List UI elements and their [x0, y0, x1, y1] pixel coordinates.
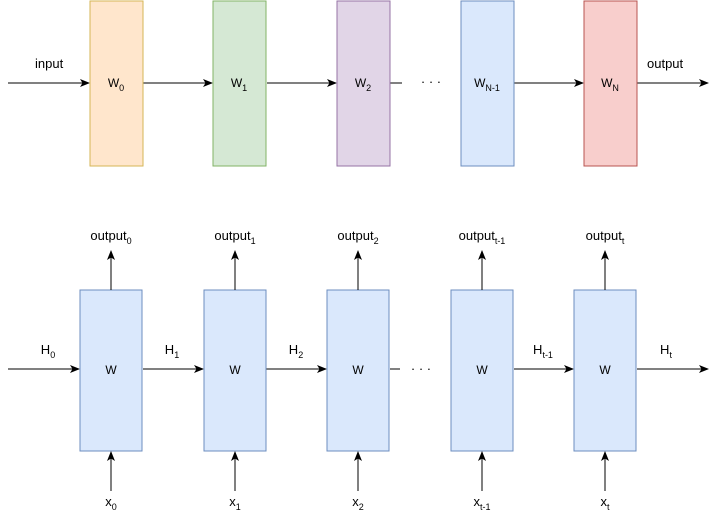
cell-weight-label: W — [105, 363, 117, 377]
layer-rect — [336, 0, 391, 167]
layer-rect — [460, 0, 515, 167]
layer-ellipsis: · · · — [421, 74, 441, 89]
feedforward-diagram: input output · · · W0 W1 W2 WN-1 WN — [8, 0, 709, 167]
cell-rect — [79, 289, 143, 452]
output-label: output — [647, 56, 684, 71]
layer-label: W1 — [231, 76, 247, 93]
layer-block-0: W0 — [89, 0, 144, 167]
layer-rect — [212, 0, 267, 167]
layer-rect — [89, 0, 144, 167]
layer-label: W2 — [355, 76, 371, 93]
layer-label: WN-1 — [474, 76, 500, 93]
cell-input-label: xt-1 — [473, 494, 490, 512]
cell-input-label: x0 — [105, 494, 117, 512]
layer-rect — [583, 0, 638, 167]
cell-output-label: outputt — [586, 228, 625, 246]
cell-weight-label: W — [476, 363, 488, 377]
cell-output-label: output0 — [90, 228, 131, 246]
cell-input-label: xt — [600, 494, 610, 512]
hidden-state-label-0: H0 — [41, 342, 55, 360]
layer-block-1: W1 — [212, 0, 267, 167]
cell-output-label: output1 — [214, 228, 255, 246]
cell-input-label: x2 — [352, 494, 364, 512]
layer-block-3: WN-1 — [460, 0, 515, 167]
hidden-state-label-4: Ht — [660, 342, 672, 360]
layer-label: W0 — [108, 76, 124, 93]
cell-weight-label: W — [352, 363, 364, 377]
cell-weight-label: W — [599, 363, 611, 377]
cell-rect — [450, 289, 514, 452]
hidden-state-label-2: H2 — [289, 342, 303, 360]
cell-input-label: x1 — [229, 494, 241, 512]
layer-block-4: WN — [583, 0, 638, 167]
cell-rect — [203, 289, 267, 452]
hidden-ellipsis: · · · — [411, 361, 431, 376]
cell-output-label: output2 — [337, 228, 378, 246]
hidden-state-label-1: H1 — [165, 342, 179, 360]
hidden-state-label-3: Ht-1 — [533, 342, 553, 360]
input-label: input — [35, 56, 64, 71]
cell-weight-label: W — [229, 363, 241, 377]
layer-block-2: W2 — [336, 0, 391, 167]
layer-label: WN — [601, 76, 619, 93]
cell-rect — [573, 289, 637, 452]
cell-output-label: outputt-1 — [459, 228, 506, 246]
rnn-unrolled-diagram: · · · Woutput0x0Woutput1x1Woutput2x2Wout… — [8, 228, 709, 512]
